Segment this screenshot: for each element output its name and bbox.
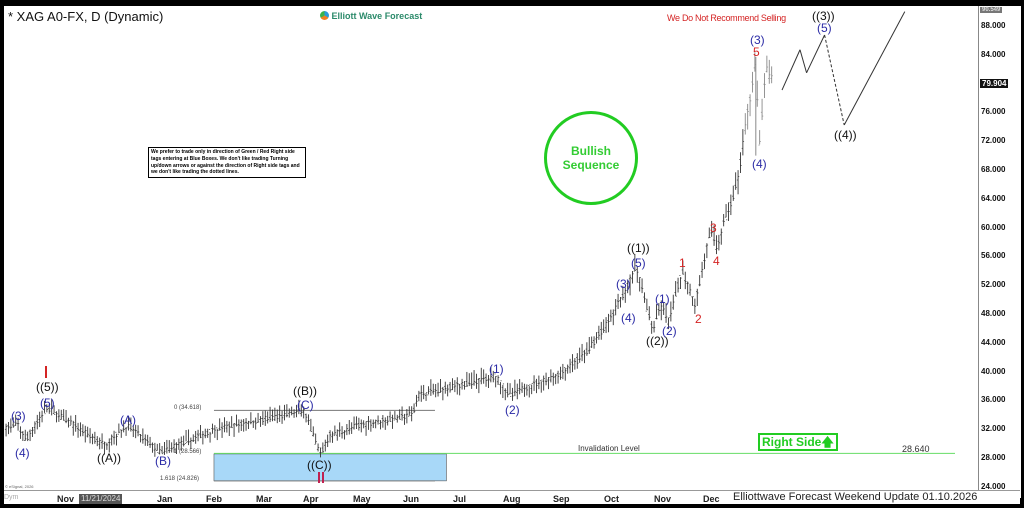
- y-tick-label: 44.000: [981, 337, 1006, 347]
- wave-label: 1: [679, 256, 686, 270]
- top-price-marker: 90.549: [980, 7, 1003, 13]
- invalidation-label: Invalidation Level: [578, 444, 640, 453]
- x-tick-label: Oct: [604, 494, 620, 504]
- wave-label: (5): [817, 21, 832, 35]
- wave-label: ((2)): [646, 334, 669, 348]
- fib-zero-label: 0 (34.618): [174, 405, 202, 411]
- wave-label: (3): [750, 33, 765, 47]
- wave-label: (1): [489, 362, 504, 376]
- wave-label: (5): [631, 256, 646, 270]
- y-tick-label: 40.000: [981, 366, 1006, 376]
- y-tick-label: 60.000: [981, 222, 1006, 232]
- wave-label: ((5)): [36, 380, 59, 394]
- invalidation-value: 28.640: [902, 444, 930, 454]
- wave-label: 3: [710, 221, 717, 235]
- trading-notice: We prefer to trade only in direction of …: [148, 147, 306, 178]
- projection-path: [843, 11, 906, 126]
- y-tick-label: 64.000: [981, 193, 1006, 203]
- x-tick-label: Feb: [206, 494, 223, 504]
- arrow-up-icon: 🡅: [821, 435, 834, 449]
- bullish-sequence-badge: Bullish Sequence: [544, 111, 638, 205]
- projection-path: [799, 49, 808, 73]
- wave-label: 4: [713, 254, 720, 268]
- bullish-line1: Bullish: [570, 143, 611, 158]
- y-tick-label: 76.000: [981, 107, 1006, 117]
- wave-label: 5: [753, 45, 760, 59]
- wave-label: ((A)): [97, 451, 121, 465]
- y-tick-label: 84.000: [981, 49, 1006, 59]
- logo: Elliott Wave Forecast: [320, 11, 422, 21]
- wave-label: ((C)): [307, 458, 332, 472]
- wave-label: (A): [120, 413, 136, 427]
- wave-label: (3): [616, 277, 631, 291]
- bullish-line2: Sequence: [562, 158, 620, 172]
- x-tick-label: Dec: [703, 494, 720, 504]
- chart-title: * XAG A0-FX, D (Dynamic): [8, 9, 164, 24]
- fib-ext-label: 1.618 (24.826): [160, 476, 200, 482]
- copyright: © eSignal, 2026: [5, 484, 34, 489]
- wave-label: (4): [752, 157, 767, 171]
- last-price-marker: 79.904: [980, 79, 1009, 89]
- corner-label: Dym: [4, 494, 19, 501]
- y-tick-label: 52.000: [981, 280, 1006, 290]
- x-tick-label: Aug: [503, 494, 521, 504]
- warning-text: We Do Not Recommend Selling: [667, 13, 786, 23]
- y-tick-label: 24.000: [981, 481, 1006, 491]
- chart-plot: [4, 6, 978, 498]
- y-tick-label: 48.000: [981, 309, 1006, 318]
- wave-label: ((3)): [812, 9, 835, 23]
- wave-label: (4): [621, 311, 636, 325]
- fib-one-label: 1 (28.566): [174, 449, 202, 455]
- footer-text: Elliottwave Forecast Weekend Update 01.1…: [733, 491, 978, 503]
- x-tick-label: Sep: [553, 494, 570, 504]
- right-side-label: Right Side: [762, 435, 822, 449]
- wave-label: (2): [662, 324, 677, 338]
- wave-I-marker: [45, 366, 47, 378]
- x-tick-label: Jun: [403, 494, 420, 504]
- wave-label: ((B)): [293, 384, 317, 398]
- wave-label: ((1)): [627, 241, 650, 255]
- y-tick-label: 32.000: [981, 424, 1006, 434]
- y-tick-label: 88.000: [981, 21, 1006, 30]
- wave-label: (1): [655, 292, 670, 306]
- cursor-date: 11/21/2024: [79, 494, 123, 504]
- time-axis: [4, 490, 1020, 504]
- wave-label: (2): [505, 403, 520, 417]
- wave-label: (B): [155, 454, 171, 468]
- projection-path: [806, 34, 826, 74]
- projection-path: [824, 34, 845, 126]
- x-tick-label: Jan: [157, 494, 173, 504]
- projection-path: [781, 49, 801, 91]
- x-tick-label: Mar: [256, 494, 273, 504]
- wave-II-marker: [318, 472, 320, 483]
- wave-label: 2: [695, 312, 702, 326]
- logo-text: Elliott Wave Forecast: [331, 11, 423, 21]
- wave-label: (5): [40, 396, 55, 410]
- wave-label: (C): [297, 398, 314, 412]
- x-tick-label: May: [353, 494, 371, 504]
- y-tick-label: 28.000: [981, 453, 1006, 462]
- y-tick-label: 72.000: [981, 136, 1006, 146]
- right-side-tag: Right Side🡅: [758, 433, 838, 451]
- wave-label: ((4)): [834, 128, 857, 142]
- x-tick-label: Jul: [453, 494, 467, 504]
- wave-label: (3): [11, 409, 26, 423]
- x-tick-label: Nov: [654, 494, 672, 504]
- wave-label: (4): [15, 446, 30, 460]
- x-tick-label: Nov: [57, 494, 75, 504]
- y-tick-label: 68.000: [981, 165, 1006, 174]
- y-tick-label: 36.000: [981, 395, 1006, 405]
- x-tick-label: Apr: [303, 494, 319, 504]
- y-tick-label: 56.000: [981, 251, 1006, 261]
- logo-icon: [320, 11, 329, 20]
